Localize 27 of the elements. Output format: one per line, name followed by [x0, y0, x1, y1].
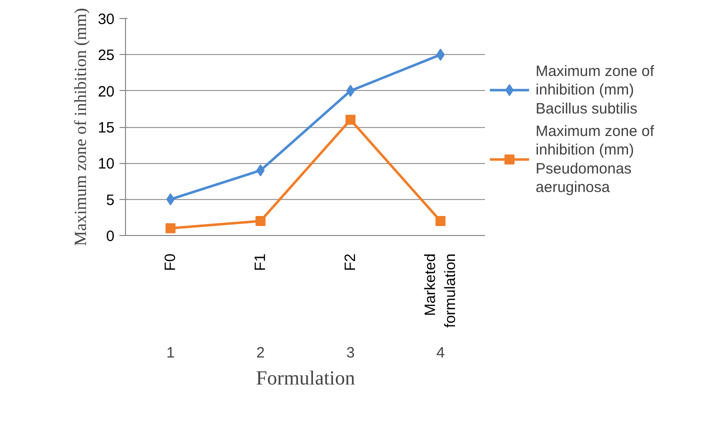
- x-tick-label: Marketed formulation: [422, 253, 460, 328]
- legend-label: Maximum zone of inhibition (mm) Bacillus subtilis: [536, 62, 655, 118]
- x-axis-title: Formulation: [256, 368, 355, 390]
- x-tick-label: F0: [162, 253, 179, 272]
- point: [436, 48, 445, 61]
- text: 3: [346, 344, 355, 362]
- legend-label: Maximum zone of inhibition (mm) Pseudomonas aeruginosa: [536, 123, 655, 196]
- x-tick-label: F2: [342, 253, 359, 272]
- point: [256, 164, 265, 176]
- text: 2: [256, 344, 265, 362]
- y-tick-label: 30: [98, 11, 115, 28]
- x-tick-label: F1: [252, 253, 269, 272]
- point: [436, 216, 446, 226]
- text: 4: [436, 344, 445, 362]
- point: [166, 223, 176, 234]
- text: 1: [166, 344, 175, 362]
- y-tick-label: 5: [106, 192, 114, 209]
- y-tick-label: 20: [98, 83, 115, 100]
- point: [346, 114, 356, 125]
- y-tick-label: 0: [106, 228, 114, 245]
- point: [166, 193, 175, 206]
- y-tick-label: 15: [98, 120, 115, 136]
- point: [346, 84, 355, 97]
- y-tick-label: 25: [98, 47, 115, 64]
- y-tick-label: 10: [98, 156, 115, 173]
- y-axis-title: Maximum zone of inhibition (mm): [70, 8, 90, 246]
- point: [256, 216, 266, 226]
